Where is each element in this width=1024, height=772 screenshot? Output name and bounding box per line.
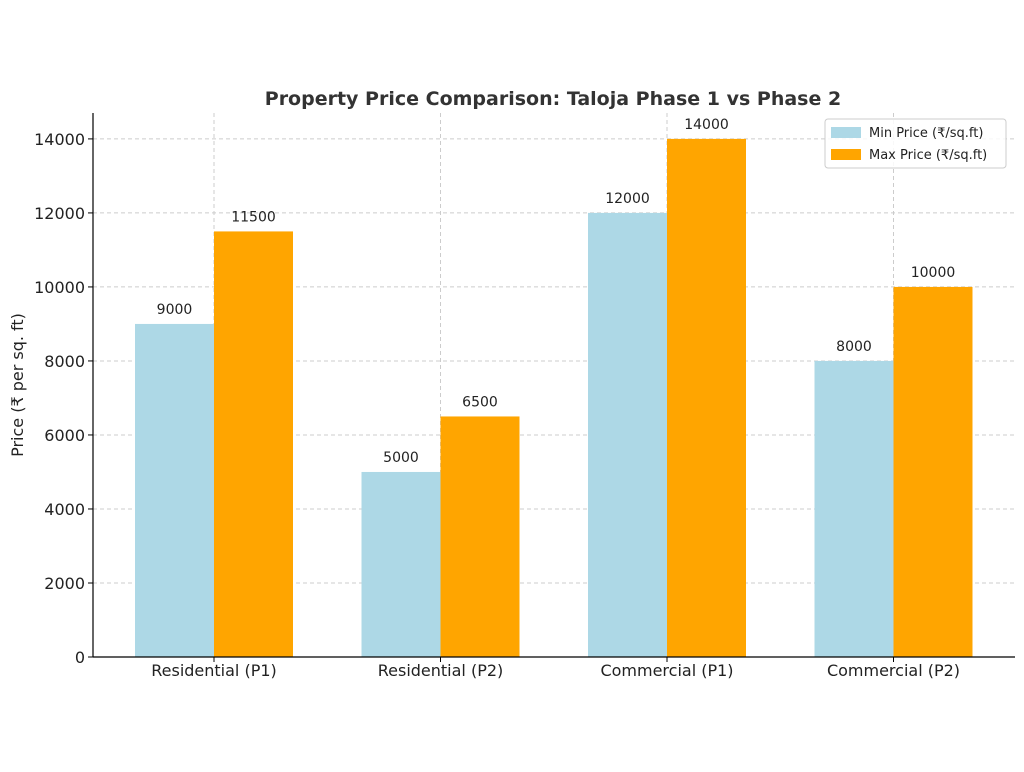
legend: Min Price (₹/sq.ft) Max Price (₹/sq.ft) <box>824 118 1007 169</box>
x-tick-label: Residential (P2) <box>378 661 504 680</box>
y-tick-label: 8000 <box>44 352 85 371</box>
bar <box>667 138 746 657</box>
data-label: 6500 <box>462 394 498 410</box>
data-label: 10000 <box>911 265 956 281</box>
bar <box>814 360 894 657</box>
y-axis-label: Price (₹ per sq. ft) <box>8 313 27 457</box>
bar <box>214 231 293 658</box>
y-tick-label: 12000 <box>34 204 85 223</box>
bars <box>135 138 973 658</box>
legend-label: Max Price (₹/sq.ft) <box>869 148 987 163</box>
y-tick-label: 4000 <box>44 500 85 519</box>
legend-label: Min Price (₹/sq.ft) <box>869 126 983 141</box>
bar <box>440 416 520 657</box>
data-label: 14000 <box>684 117 729 133</box>
legend-swatch <box>831 127 861 138</box>
data-labels: 9000 5000 12000 8000 11500 6500 14000 10000 <box>157 117 956 466</box>
bar <box>361 471 441 657</box>
y-tick-label: 2000 <box>44 574 85 593</box>
data-label: 9000 <box>157 302 193 318</box>
legend-swatch <box>831 149 861 160</box>
legend-box <box>824 118 1007 169</box>
data-label: 12000 <box>605 191 650 207</box>
data-label: 11500 <box>231 209 276 225</box>
y-tick-label: 6000 <box>44 426 85 445</box>
y-tick-label: 10000 <box>34 278 85 297</box>
data-label: 8000 <box>836 339 872 355</box>
y-tick-label: 14000 <box>34 130 85 149</box>
x-tick-label: Commercial (P1) <box>600 661 733 680</box>
bar <box>135 323 214 657</box>
bar <box>588 212 667 657</box>
data-label: 5000 <box>383 450 419 466</box>
x-tick-label: Residential (P1) <box>151 661 277 680</box>
x-tick-label: Commercial (P2) <box>827 661 960 680</box>
chart-title: Property Price Comparison: Taloja Phase … <box>265 88 841 110</box>
y-tick-label: 0 <box>75 648 85 667</box>
axes: 0 2000 4000 6000 8000 10000 12000 14000 Resident… <box>34 113 1015 680</box>
bar <box>893 286 973 657</box>
